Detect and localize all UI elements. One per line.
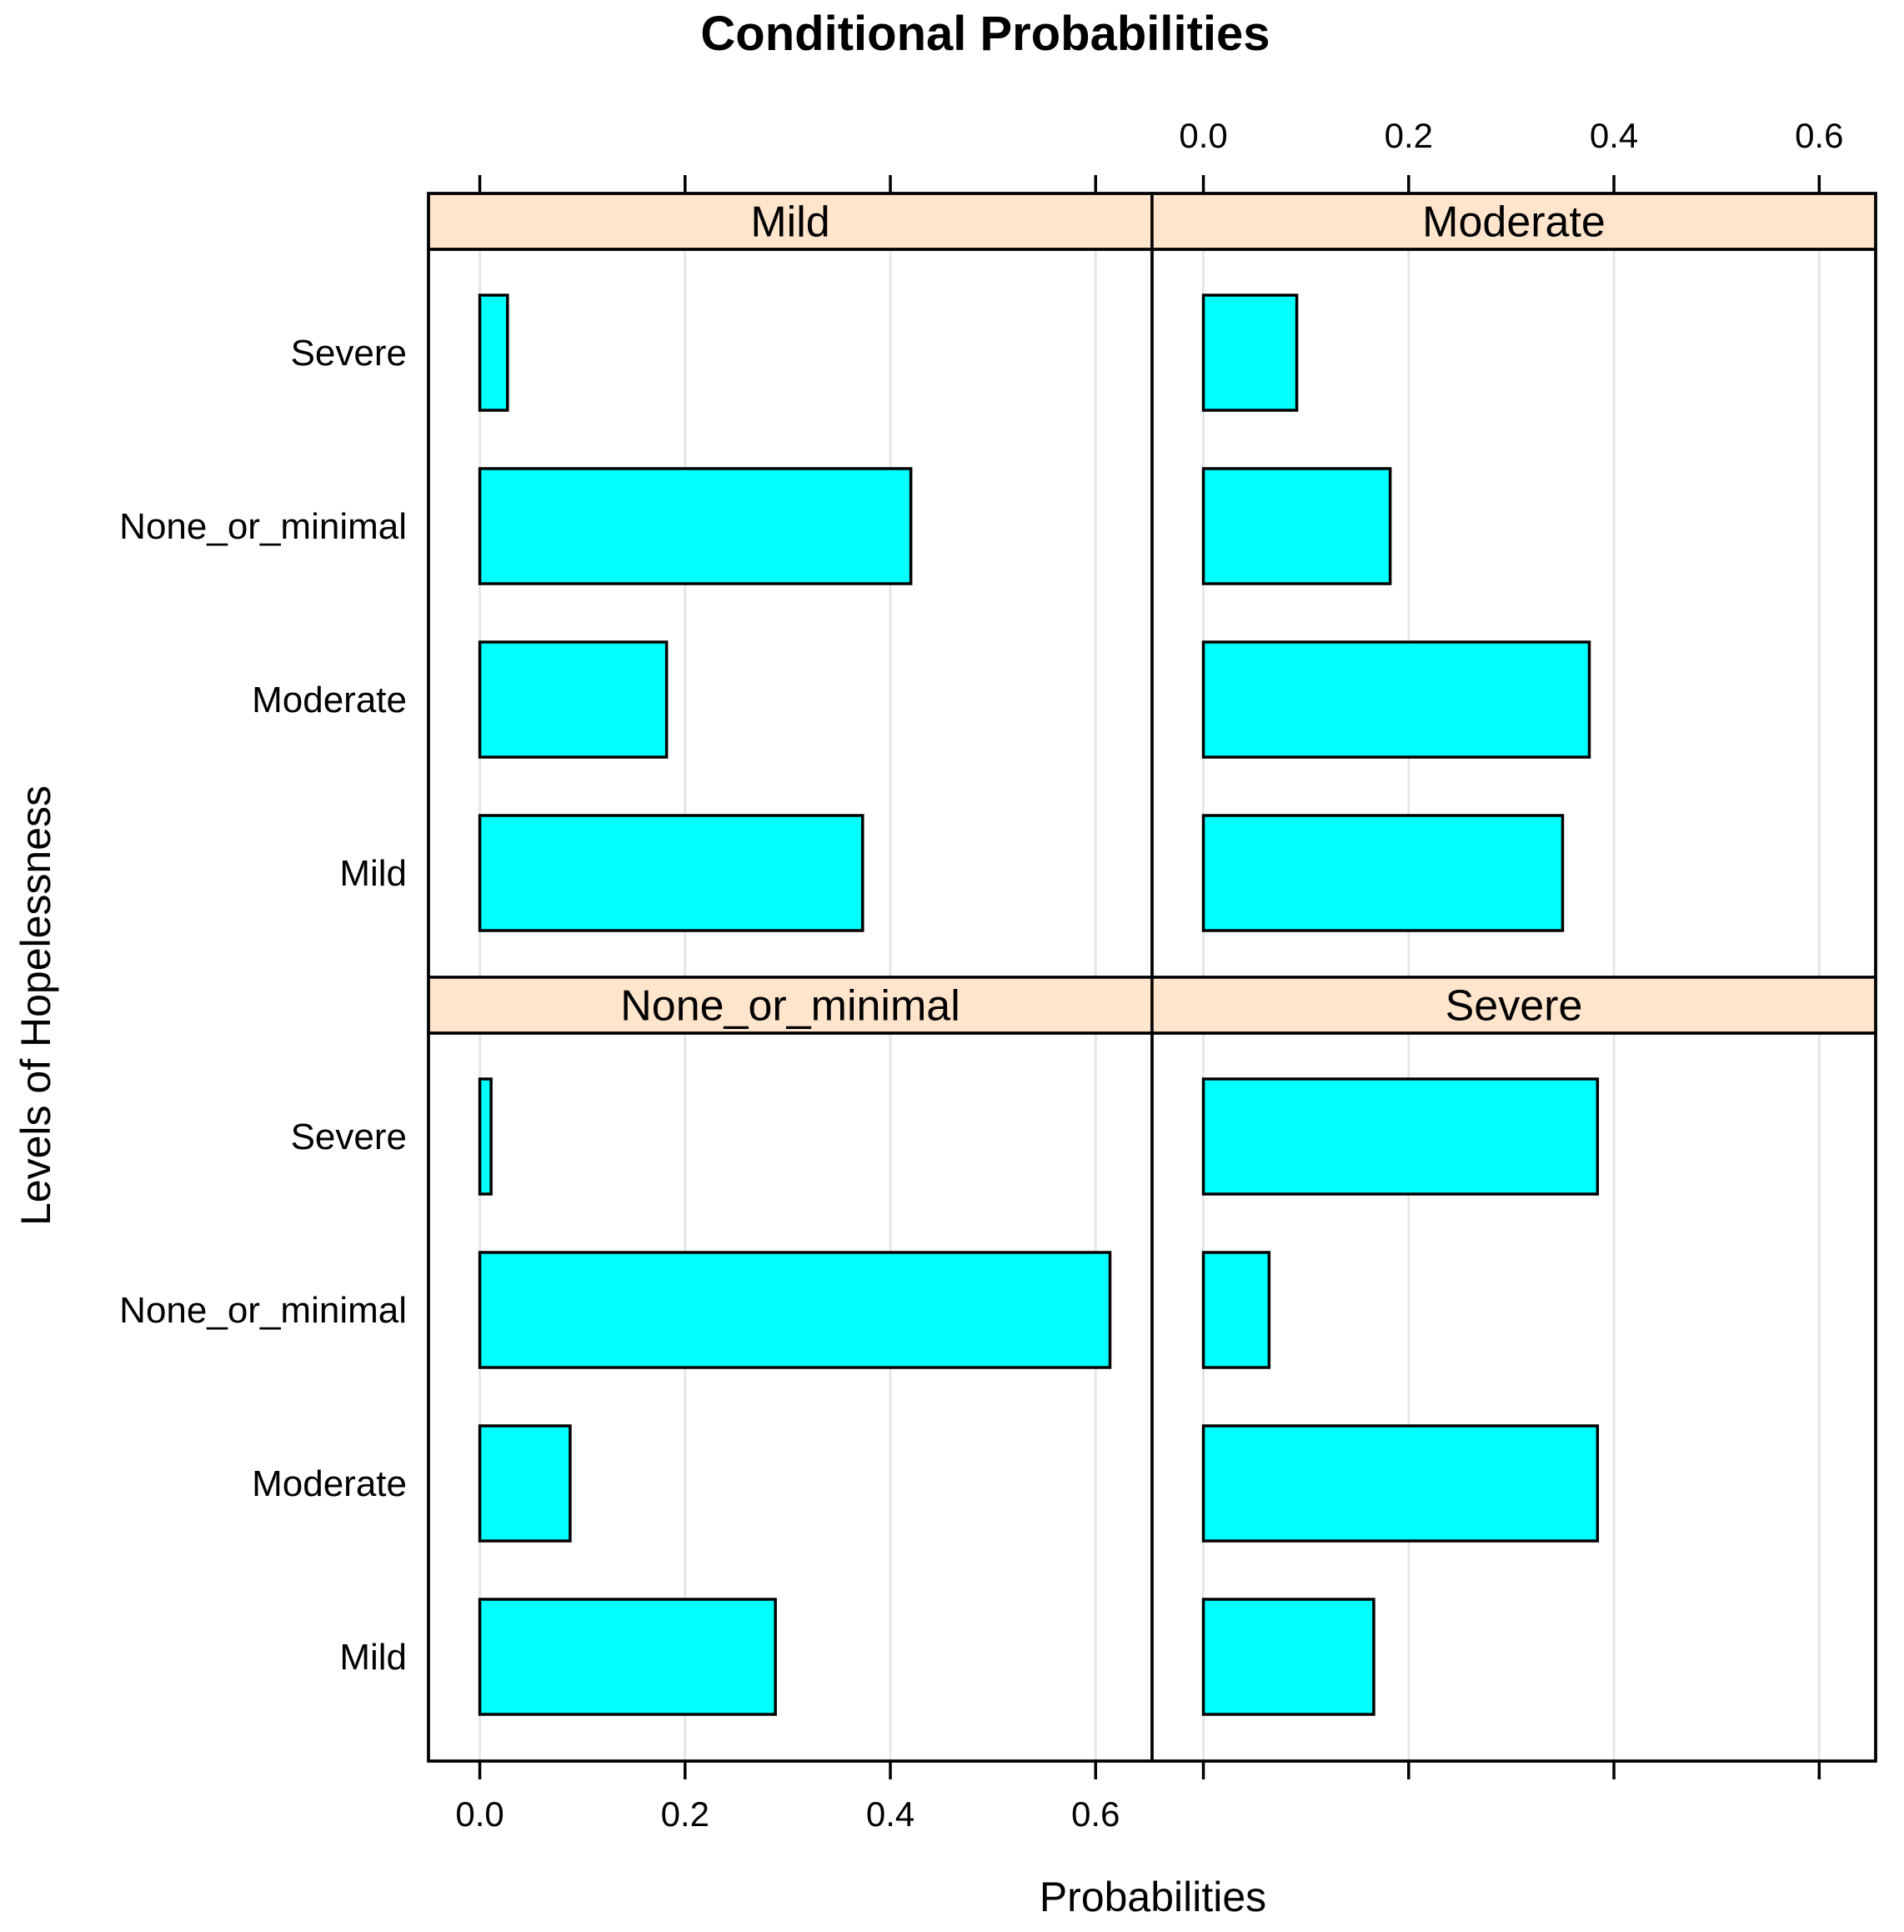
bottom-tick-label-left-1: 0.2 xyxy=(661,1794,709,1834)
category-label-row1-severe: Severe xyxy=(291,333,407,374)
category-label-row2-none-or-minimal: None_or_minimal xyxy=(119,1290,407,1331)
bar-moderate-mild xyxy=(1201,814,1565,932)
panel-severe: Severe xyxy=(1150,976,1877,1763)
plot-area: Mild Moderate None_or_minimal Severe Severe N… xyxy=(119,116,1877,1834)
strip-moderate xyxy=(1150,192,1877,251)
strip-label-moderate: Moderate xyxy=(1422,198,1606,247)
bar-mild-mild xyxy=(478,814,864,932)
panel-moderate: Moderate xyxy=(1150,192,1877,979)
bar-severe-severe xyxy=(1201,1077,1600,1196)
category-label-row1-mild: Mild xyxy=(339,853,407,894)
category-label-row1-none-or-minimal: None_or_minimal xyxy=(119,506,407,547)
category-label-row1-moderate: Moderate xyxy=(252,680,407,720)
bar-none-or-minimal-mild xyxy=(478,1598,777,1716)
category-label-row2-mild: Mild xyxy=(339,1637,407,1678)
top-tick-label-right-0: 0.0 xyxy=(1179,116,1227,155)
bar-severe-moderate xyxy=(1201,1424,1600,1543)
bar-severe-mild xyxy=(1201,1598,1375,1716)
chart-title: Conditional Probabilities xyxy=(700,7,1270,61)
bar-moderate-moderate xyxy=(1201,640,1591,759)
top-tick-label-right-1: 0.2 xyxy=(1385,116,1433,155)
x-axis-title: Probabilities xyxy=(1040,1874,1266,1920)
bar-none-or-minimal-none-or-minimal xyxy=(478,1251,1112,1369)
top-tick-label-right-3: 0.6 xyxy=(1795,116,1843,155)
outer-frame xyxy=(427,192,1877,1763)
category-label-row2-severe: Severe xyxy=(291,1117,407,1157)
bar-mild-none-or-minimal xyxy=(478,467,913,585)
bar-moderate-severe xyxy=(1201,294,1299,412)
category-label-row2-moderate: Moderate xyxy=(252,1463,407,1504)
bar-none-or-minimal-moderate xyxy=(478,1424,572,1543)
strip-label-severe: Severe xyxy=(1446,982,1583,1031)
y-axis-title: Levels of Hopelessness xyxy=(13,785,59,1226)
bottom-tick-label-left-3: 0.6 xyxy=(1071,1794,1120,1834)
strip-label-mild: Mild xyxy=(750,198,829,247)
bar-none-or-minimal-severe xyxy=(478,1077,493,1196)
bar-mild-moderate xyxy=(478,640,669,759)
bottom-tick-label-left-0: 0.0 xyxy=(455,1794,504,1834)
strip-label-none-or-minimal: None_or_minimal xyxy=(620,982,960,1031)
panel-mild: Mild xyxy=(427,192,1154,979)
bottom-tick-label-left-2: 0.4 xyxy=(866,1794,914,1834)
bar-severe-none-or-minimal xyxy=(1201,1251,1271,1369)
top-tick-label-right-2: 0.4 xyxy=(1590,116,1638,155)
bar-mild-severe xyxy=(478,294,509,412)
bar-moderate-none-or-minimal xyxy=(1201,467,1392,585)
